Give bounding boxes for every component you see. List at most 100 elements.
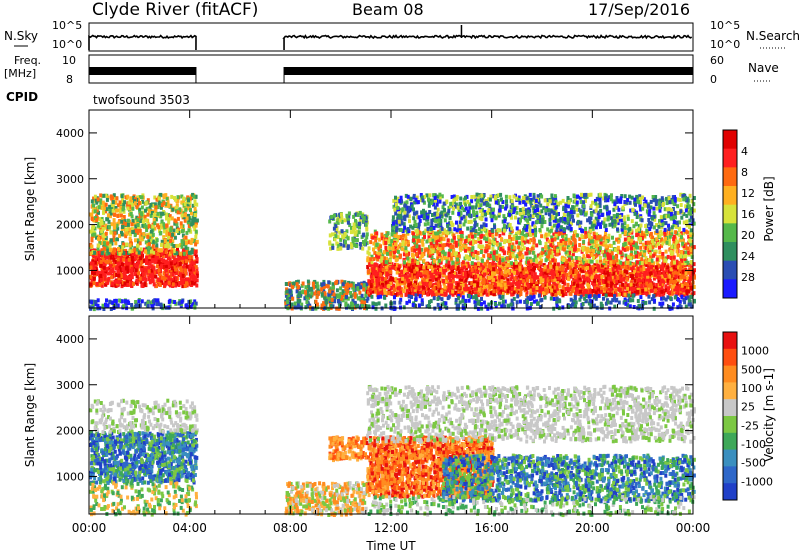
data-cell: [614, 288, 618, 293]
data-cell: [173, 283, 177, 288]
data-cell: [410, 273, 414, 278]
data-cell: [331, 243, 335, 248]
data-cell: [137, 271, 141, 276]
data-cell: [549, 263, 553, 268]
data-cell: [144, 240, 148, 245]
data-cell: [561, 293, 565, 298]
data-cell: [335, 279, 339, 284]
data-cell: [649, 265, 653, 270]
data-cell: [438, 288, 442, 293]
data-cell: [338, 218, 342, 223]
data-cell: [437, 271, 441, 275]
data-cell: [125, 275, 129, 280]
data-cell: [145, 258, 149, 263]
data-cell: [332, 213, 336, 218]
data-cell: [339, 291, 343, 296]
data-cell: [546, 283, 550, 288]
data-cell: [520, 286, 524, 291]
data-cell: [560, 289, 564, 294]
nsearch-label: N.Search: [746, 29, 800, 43]
data-cell: [556, 262, 560, 267]
data-cell: [448, 278, 452, 283]
data-cell: [451, 268, 455, 273]
data-cell: [106, 195, 110, 200]
data-cell: [515, 267, 519, 272]
data-cell: [621, 282, 625, 287]
data-cell: [485, 279, 489, 284]
data-cell: [340, 219, 344, 224]
data-cell: [115, 196, 119, 201]
data-cell: [671, 284, 675, 289]
data-cell: [300, 290, 304, 295]
data-cell: [644, 274, 647, 279]
data-cell: [409, 285, 413, 290]
data-cell: [487, 264, 491, 269]
data-cell: [151, 227, 155, 232]
data-cell: [127, 200, 131, 205]
data-cell: [158, 271, 162, 276]
data-cell: [648, 279, 652, 284]
data-cell: [185, 250, 189, 255]
data-cell: [309, 287, 313, 292]
data-cell: [334, 234, 338, 239]
data-cell: [625, 292, 629, 297]
data-cell: [174, 276, 178, 281]
data-cell: [548, 275, 552, 280]
data-cell: [644, 268, 648, 273]
data-cell: [114, 304, 118, 309]
data-cell: [472, 289, 475, 294]
data-cell: [300, 302, 304, 307]
data-cell: [635, 278, 639, 283]
data-cell: [111, 238, 115, 243]
data-cell: [544, 274, 548, 279]
data-cell: [563, 272, 567, 277]
data-cell: [194, 250, 198, 254]
data-cell: [119, 256, 123, 261]
data-cell: [332, 226, 336, 231]
freq-band: [284, 67, 693, 75]
data-cell: [652, 282, 656, 287]
data-cell: [149, 229, 153, 234]
data-cell: [113, 259, 117, 264]
data-cell: [127, 276, 131, 281]
data-cell: [622, 285, 626, 290]
data-cell: [123, 281, 127, 286]
data-cell: [362, 297, 366, 301]
data-cell: [145, 268, 149, 273]
data-cell: [151, 276, 154, 281]
data-cell: [131, 254, 135, 259]
data-cell: [492, 264, 496, 269]
data-cell: [184, 278, 188, 282]
data-cell: [157, 200, 161, 205]
data-cell: [147, 239, 151, 244]
data-cell: [686, 287, 689, 291]
data-cell: [644, 240, 648, 245]
data-cell: [436, 280, 440, 285]
data-cell: [348, 223, 352, 228]
data-cell: [518, 267, 522, 272]
data-cell: [171, 282, 175, 287]
data-cell: [188, 278, 192, 283]
data-cell: [546, 289, 549, 293]
data-cell: [472, 272, 476, 277]
data-cell: [426, 274, 430, 279]
data-cell: [345, 213, 349, 218]
data-cell: [500, 271, 504, 276]
data-cell: [181, 273, 185, 278]
data-cell: [641, 288, 645, 293]
data-cell: [167, 277, 171, 282]
data-cell: [613, 262, 617, 267]
data-cell: [533, 276, 537, 281]
data-cell: [463, 274, 467, 278]
data-cell: [604, 279, 608, 284]
data-cell: [93, 194, 97, 199]
data-cell: [110, 263, 114, 268]
data-cell: [687, 270, 691, 275]
data-cell: [343, 233, 347, 238]
data-cell: [187, 198, 190, 203]
data-cell: [382, 285, 386, 290]
data-cell: [314, 290, 318, 295]
data-cell: [98, 282, 102, 287]
data-cell: [173, 221, 177, 226]
data-cell: [500, 279, 504, 284]
